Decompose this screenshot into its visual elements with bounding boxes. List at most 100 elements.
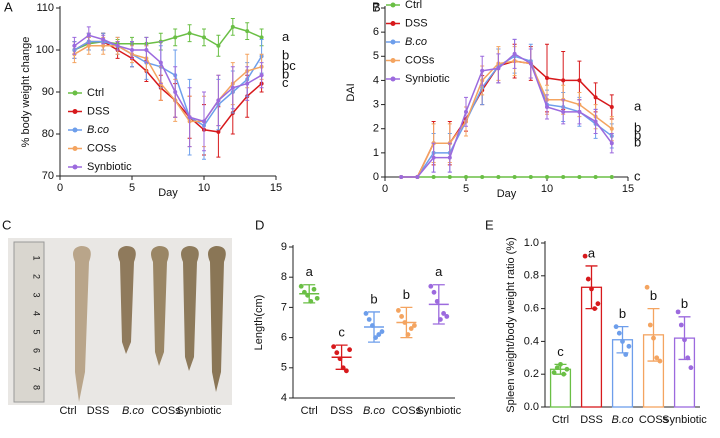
data-point <box>558 361 563 367</box>
ruler-number: 4 <box>32 311 42 316</box>
data-point <box>561 175 566 179</box>
error-bar <box>647 307 660 362</box>
significance-letter: b <box>650 288 657 303</box>
data-point <box>245 81 250 86</box>
y-tick-label: 7 <box>281 301 287 313</box>
data-point <box>438 317 443 322</box>
data-point <box>158 60 163 65</box>
ruler-number: 1 <box>32 255 42 260</box>
x-tick-label: 5 <box>463 183 469 195</box>
y-axis-label: DAI <box>345 83 357 101</box>
data-point <box>173 90 178 94</box>
data-point <box>577 175 582 179</box>
y-tick-label: 80 <box>42 128 54 140</box>
data-point <box>678 322 684 328</box>
x-tick-label: Synbiotic <box>416 405 461 417</box>
legend-label: COSs <box>405 54 435 66</box>
data-point <box>561 109 566 114</box>
data-point <box>593 119 598 124</box>
x-tick-label: 15 <box>270 182 282 194</box>
data-point <box>561 78 566 83</box>
data-point <box>305 292 310 298</box>
data-point <box>609 104 614 109</box>
panel-label: C <box>2 217 11 232</box>
x-tick-label: 10 <box>541 183 553 195</box>
legend-marker <box>390 58 396 63</box>
legend-label: B.co <box>87 124 109 136</box>
legend-marker <box>72 109 78 114</box>
y-tick-label: 9 <box>281 241 287 253</box>
significance-letter: b <box>370 291 377 306</box>
x-tick-label: B.co <box>363 405 385 417</box>
y-tick-label: 90 <box>42 86 54 98</box>
panel-label: B <box>372 0 381 14</box>
series-line <box>401 52 613 178</box>
y-tick-label: 6 <box>281 332 287 344</box>
legend-marker <box>72 146 78 151</box>
bar <box>549 368 572 408</box>
data-point <box>592 306 598 311</box>
data-point <box>685 355 691 361</box>
legend-label: COSs <box>87 142 117 154</box>
data-point <box>259 73 264 78</box>
data-point <box>595 301 601 307</box>
y-axis-label: % body weight change <box>20 37 32 148</box>
data-point <box>376 332 382 337</box>
y-axis-label: Spleen weight/body weight ratio (%) <box>505 237 517 412</box>
ruler-number: 5 <box>32 329 42 334</box>
ruler-number: 6 <box>32 348 42 353</box>
significance-letter: b <box>403 287 410 302</box>
data-point <box>259 35 264 40</box>
x-tick-label: Synbiotic <box>662 414 707 426</box>
data-point <box>613 324 619 330</box>
significance-letter: a <box>634 98 642 113</box>
data-point <box>447 175 452 179</box>
y-tick-label: 4 <box>281 392 287 404</box>
data-point <box>373 335 378 340</box>
legend-marker <box>390 39 396 45</box>
data-point <box>447 155 452 160</box>
colon <box>208 246 226 392</box>
data-point <box>585 276 591 282</box>
significance-letter: b <box>282 67 289 82</box>
legend-label: Synbiotic <box>405 73 450 85</box>
x-tick-label: B.co <box>611 414 633 426</box>
x-axis-label: Day <box>158 187 178 199</box>
data-point <box>512 175 517 179</box>
data-point <box>431 175 436 179</box>
y-tick-label: 7 <box>373 2 379 14</box>
significance-letter: b <box>282 48 289 63</box>
series-line <box>401 60 613 178</box>
data-point <box>620 339 625 344</box>
y-tick-label: 8 <box>281 271 287 283</box>
series-line <box>73 34 262 123</box>
y-tick-label: 5 <box>281 362 287 374</box>
ruler-number: 8 <box>32 385 42 390</box>
data-point <box>86 43 91 48</box>
data-point <box>609 175 614 179</box>
data-point <box>311 286 317 292</box>
x-axis-label: Day <box>497 188 517 200</box>
data-point <box>626 343 632 349</box>
data-point <box>415 175 420 179</box>
data-point <box>545 76 549 81</box>
colon <box>181 246 199 371</box>
data-point <box>431 155 436 160</box>
y-tick-label: 110 <box>36 2 54 14</box>
data-point <box>399 314 404 319</box>
data-point <box>187 115 192 120</box>
data-point <box>496 66 501 71</box>
data-point <box>441 311 446 316</box>
data-point <box>202 119 206 124</box>
x-tick-label: 5 <box>129 182 135 194</box>
data-point <box>480 175 485 179</box>
data-point <box>314 295 320 301</box>
data-point <box>115 43 120 48</box>
data-point <box>173 35 178 40</box>
data-point <box>379 329 385 334</box>
data-point <box>216 43 221 48</box>
x-tick-label: Ctrl <box>552 414 569 426</box>
colon <box>73 246 91 402</box>
y-axis-label: Length(cm) <box>253 295 265 351</box>
y-tick-label: 3 <box>373 98 379 110</box>
